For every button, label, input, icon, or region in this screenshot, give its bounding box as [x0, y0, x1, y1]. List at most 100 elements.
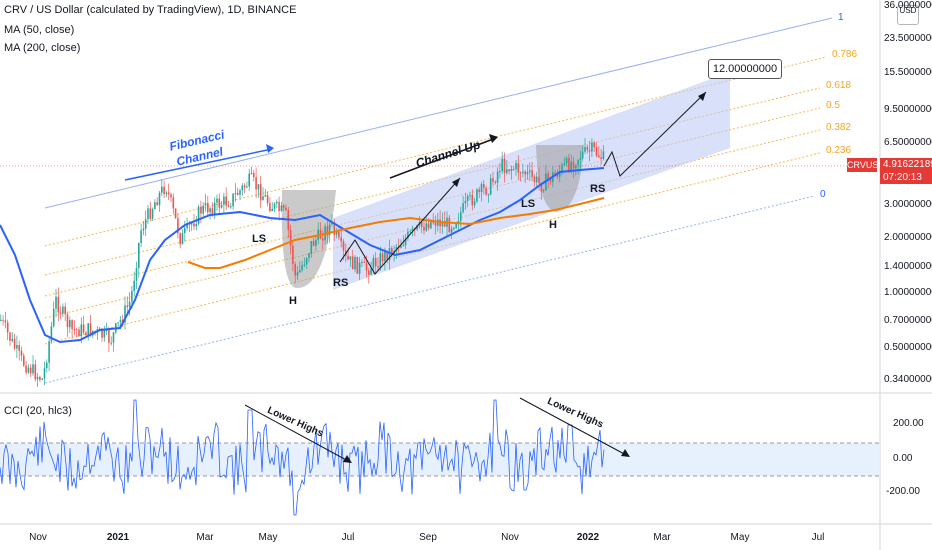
price-tick: 9.50000000 [884, 104, 932, 115]
candle-body [163, 186, 165, 195]
candle-body [186, 223, 188, 229]
candle-body [342, 241, 345, 251]
time-tick: Mar [196, 532, 214, 543]
candle-body [253, 172, 255, 178]
candle-body [234, 192, 237, 194]
time-tick: Mar [653, 532, 671, 543]
candle-body [184, 228, 186, 234]
candle-body [593, 142, 595, 148]
channel-up-area [333, 72, 730, 290]
candle-body [223, 196, 225, 205]
candle-body [370, 268, 372, 275]
candle-body [9, 332, 11, 341]
candle-body [588, 149, 591, 152]
candle-body [280, 205, 283, 212]
candle-body [78, 329, 80, 337]
candle-body [473, 201, 476, 206]
candle-body [112, 332, 115, 343]
ma50-line [0, 167, 605, 344]
candle-body [464, 200, 467, 204]
candle-body [400, 245, 402, 249]
time-tick: May [258, 532, 278, 543]
candle-body [101, 328, 103, 338]
candle-body [411, 228, 414, 232]
candle-body [87, 323, 89, 336]
currency-toggle[interactable]: USD [897, 5, 919, 25]
candle-body [6, 322, 9, 333]
fib-level-label: 0.786 [832, 49, 858, 60]
candle-body [434, 222, 437, 226]
candle-body [549, 178, 552, 182]
candle-body [443, 221, 446, 227]
candle-body [547, 173, 549, 179]
candle-body [510, 168, 513, 172]
candle-body [308, 253, 310, 259]
candle-body [598, 155, 600, 158]
candle-body [416, 225, 418, 230]
candle-body [255, 177, 257, 190]
candle-body [556, 174, 559, 177]
candle-body [315, 239, 317, 246]
cci-tick: -200.00 [886, 486, 920, 497]
candle-body [246, 186, 248, 188]
candle-body [312, 241, 315, 246]
candle-body [52, 308, 55, 327]
candle-body [271, 208, 273, 212]
candle-body [239, 190, 241, 195]
candle-body [250, 172, 253, 174]
candle-body [202, 205, 204, 214]
fractal-arrowhead [452, 178, 460, 187]
chart-title: CRV / US Dollar (calculated by TradingVi… [4, 4, 297, 16]
candle-body [584, 146, 586, 152]
candle-body [581, 151, 584, 159]
candle-body [519, 172, 522, 174]
candle-body [374, 257, 377, 267]
candle-body [554, 172, 556, 175]
candle-body [568, 158, 570, 172]
last-price: 4.91622189 [883, 159, 932, 170]
candle-body [575, 165, 577, 169]
candle-body [363, 261, 365, 263]
rs-label-2: RS [590, 183, 606, 195]
candle-body [89, 323, 92, 336]
candle-body [55, 296, 57, 309]
candle-body [299, 270, 301, 273]
projection-path [603, 91, 707, 177]
candle-body [529, 170, 531, 172]
candle-body [427, 223, 430, 229]
candle-body [174, 208, 177, 219]
fib-level-label: 1 [838, 12, 844, 23]
fib-level-label: 0.5 [826, 100, 840, 111]
candle-body [126, 305, 129, 307]
candle-body [20, 350, 23, 356]
candle-body [269, 203, 271, 212]
candle-body [377, 266, 379, 268]
candle-body [147, 208, 149, 220]
candle-body [135, 267, 138, 281]
price-tick: 0.50000000 [884, 342, 932, 353]
cci-tick: 0.00 [893, 453, 913, 464]
candle-body [232, 193, 234, 207]
candle-body [506, 169, 508, 173]
candle-body [294, 263, 296, 276]
candle-body [453, 227, 455, 229]
candle-body [508, 169, 510, 172]
candle-body [257, 184, 260, 190]
candle-body [388, 248, 391, 261]
candle-body [124, 305, 126, 323]
candle-body [535, 176, 538, 183]
candle-body [570, 161, 572, 172]
countdown: 07:20:13 [883, 172, 922, 183]
candle-body [151, 209, 154, 219]
candle-body [356, 256, 359, 274]
candle-body [600, 157, 602, 159]
candle-body [501, 158, 503, 172]
time-tick: Nov [501, 532, 519, 543]
candle-body [340, 237, 342, 242]
candle-body [69, 320, 71, 328]
candle-body [108, 330, 110, 343]
candle-body [278, 201, 280, 212]
candle-body [386, 250, 388, 261]
candle-body [494, 181, 497, 183]
